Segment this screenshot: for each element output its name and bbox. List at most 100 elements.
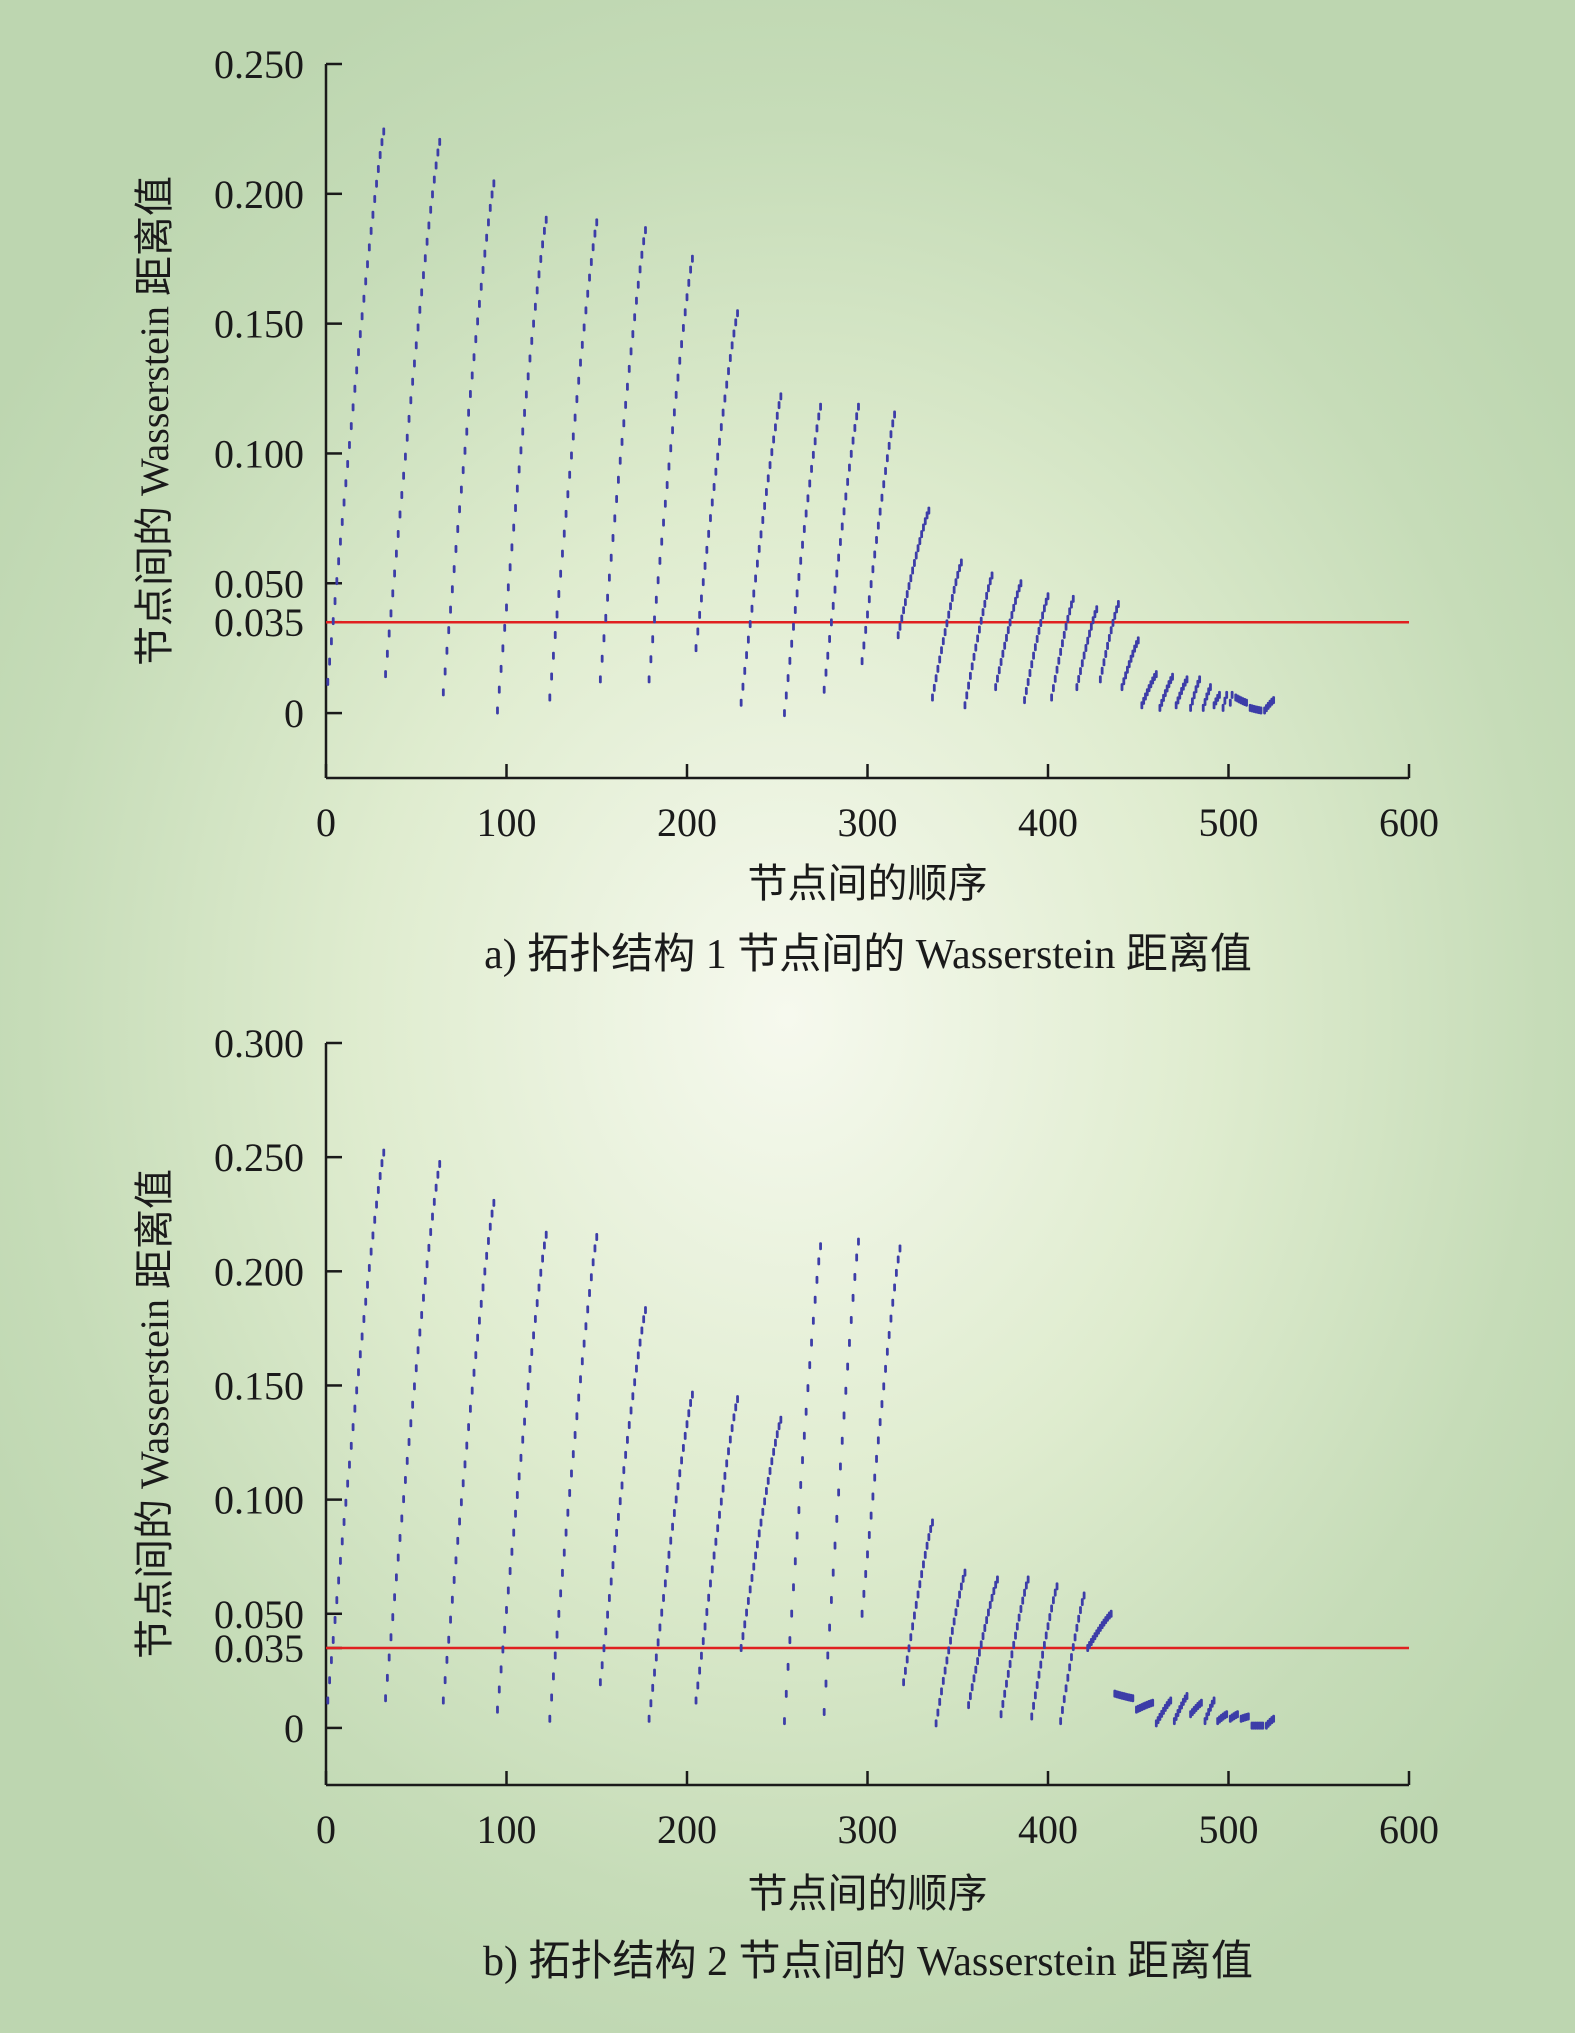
data-point bbox=[963, 701, 967, 710]
data-point bbox=[537, 270, 541, 279]
data-point bbox=[436, 1170, 440, 1179]
data-point bbox=[671, 1522, 674, 1531]
data-point bbox=[765, 1487, 768, 1496]
data-point bbox=[1012, 1640, 1016, 1649]
data-point bbox=[949, 602, 952, 611]
x-tick-label: 100 bbox=[477, 1807, 537, 1852]
data-point bbox=[683, 1431, 687, 1440]
data-point bbox=[885, 454, 889, 463]
data-point bbox=[335, 1596, 339, 1605]
data-point bbox=[618, 456, 622, 465]
data-point bbox=[770, 1457, 774, 1466]
data-point bbox=[732, 1413, 736, 1422]
data-point bbox=[627, 364, 631, 373]
data-point bbox=[526, 372, 530, 381]
data-point bbox=[784, 691, 788, 700]
data-point bbox=[423, 254, 427, 263]
data-point bbox=[353, 1404, 357, 1413]
data-point bbox=[783, 709, 786, 718]
data-point bbox=[1075, 683, 1079, 692]
data-point bbox=[761, 516, 765, 525]
x-tick-label: 500 bbox=[1199, 800, 1259, 845]
data-point bbox=[544, 215, 548, 224]
data-point bbox=[380, 1159, 384, 1168]
data-point bbox=[624, 400, 628, 409]
x-tick-label: 600 bbox=[1379, 800, 1439, 845]
data-point bbox=[488, 203, 492, 212]
x-tick-label: 200 bbox=[657, 1807, 717, 1852]
data-point bbox=[1059, 1717, 1063, 1726]
data-point bbox=[1023, 696, 1026, 705]
data-point bbox=[846, 1362, 850, 1371]
data-point bbox=[923, 1550, 927, 1559]
data-point bbox=[512, 523, 516, 532]
data-point bbox=[629, 347, 633, 356]
data-point bbox=[1198, 675, 1202, 684]
data-point bbox=[465, 427, 469, 436]
data-point bbox=[470, 1386, 474, 1395]
data-point bbox=[857, 1237, 860, 1246]
data-point bbox=[716, 452, 720, 461]
data-point bbox=[831, 601, 835, 610]
data-point bbox=[808, 1361, 812, 1370]
y-axis-label: 节点间的 Wasserstein 距离值 bbox=[132, 176, 177, 666]
data-point bbox=[864, 625, 868, 634]
data-point bbox=[436, 148, 440, 157]
data-point bbox=[562, 1548, 566, 1557]
data-point bbox=[570, 451, 573, 460]
data-point bbox=[1068, 1663, 1072, 1672]
y-tick-label: 0.050 bbox=[214, 561, 304, 606]
data-point bbox=[968, 671, 972, 680]
data-point bbox=[432, 1197, 436, 1206]
x-tick-label: 500 bbox=[1199, 1807, 1259, 1852]
data-point bbox=[432, 175, 436, 184]
data-point bbox=[586, 289, 590, 298]
data-point bbox=[992, 1587, 996, 1596]
data-point bbox=[617, 1512, 620, 1521]
data-point bbox=[330, 1656, 333, 1665]
data-point bbox=[626, 1435, 629, 1444]
data-point bbox=[393, 1593, 396, 1602]
data-point bbox=[575, 395, 579, 404]
data-point bbox=[934, 1719, 938, 1728]
data-point bbox=[450, 1595, 454, 1604]
data-point bbox=[931, 1518, 934, 1527]
data-point bbox=[889, 1314, 893, 1323]
data-point bbox=[681, 323, 685, 332]
data-point bbox=[573, 1431, 577, 1440]
data-point bbox=[745, 651, 748, 660]
data-point bbox=[1122, 677, 1126, 686]
data-point bbox=[606, 1610, 609, 1619]
data-point bbox=[1200, 1698, 1203, 1707]
data-point bbox=[1218, 690, 1221, 699]
data-point bbox=[916, 544, 920, 553]
data-point bbox=[1245, 698, 1248, 707]
data-point bbox=[911, 566, 915, 575]
data-point bbox=[550, 672, 554, 681]
data-point bbox=[568, 470, 572, 479]
data-point bbox=[788, 1636, 792, 1645]
data-point bbox=[1055, 1582, 1059, 1591]
data-point bbox=[680, 1456, 683, 1465]
data-point bbox=[416, 323, 420, 332]
data-point bbox=[360, 1332, 364, 1341]
data-point bbox=[425, 1260, 429, 1269]
data-point bbox=[644, 226, 647, 235]
data-point bbox=[853, 1272, 857, 1281]
data-point bbox=[1212, 1696, 1216, 1705]
data-point bbox=[449, 605, 452, 614]
data-point bbox=[1019, 1604, 1023, 1613]
data-point bbox=[1246, 1712, 1250, 1721]
data-point bbox=[1230, 690, 1234, 699]
data-point bbox=[409, 396, 413, 405]
data-point bbox=[530, 1348, 534, 1357]
data-point bbox=[866, 1550, 869, 1559]
data-point bbox=[972, 1674, 976, 1683]
data-point bbox=[1003, 1689, 1007, 1698]
data-point bbox=[411, 1400, 415, 1409]
data-point bbox=[1272, 1714, 1276, 1723]
data-point bbox=[328, 657, 332, 666]
data-point bbox=[716, 1524, 720, 1533]
data-point bbox=[589, 1273, 593, 1282]
